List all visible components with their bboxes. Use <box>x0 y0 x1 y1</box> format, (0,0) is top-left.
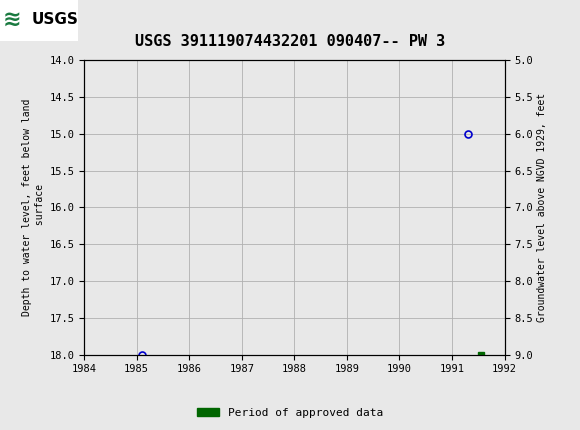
Text: USGS 391119074432201 090407-- PW 3: USGS 391119074432201 090407-- PW 3 <box>135 34 445 49</box>
Y-axis label: Groundwater level above NGVD 1929, feet: Groundwater level above NGVD 1929, feet <box>537 93 548 322</box>
Legend: Period of approved data: Period of approved data <box>193 403 387 422</box>
Bar <box>0 0 78 41</box>
Y-axis label: Depth to water level, feet below land
 surface: Depth to water level, feet below land su… <box>22 99 45 316</box>
Text: ≋: ≋ <box>3 9 21 30</box>
Text: USGS: USGS <box>32 12 79 27</box>
